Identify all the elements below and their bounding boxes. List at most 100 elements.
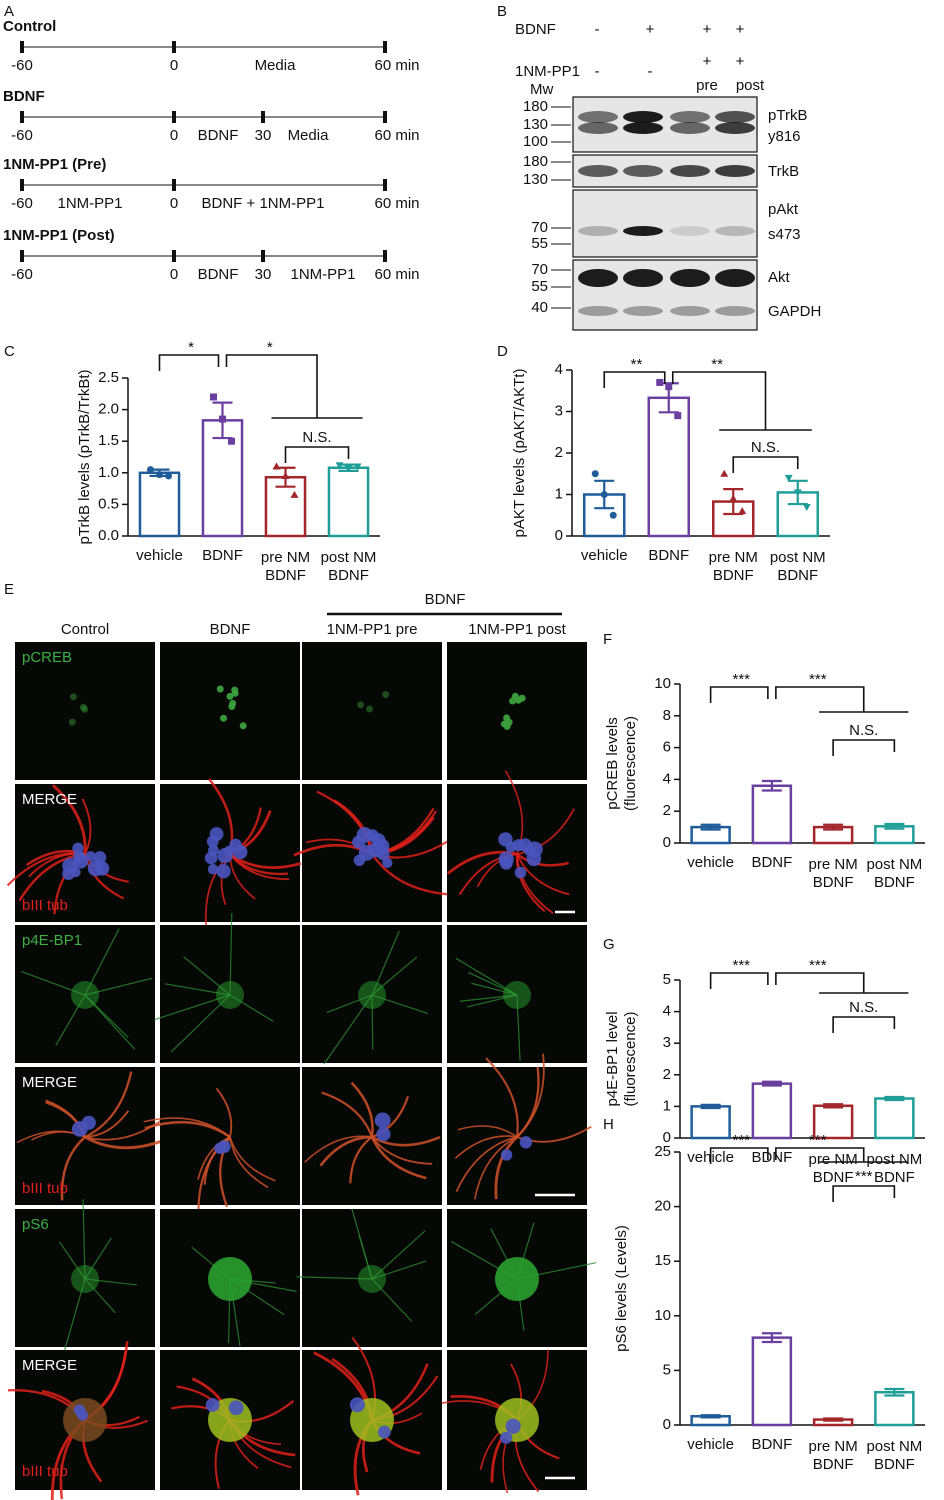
nucleus-signal xyxy=(514,696,522,704)
error-bar xyxy=(823,1417,844,1422)
panel-label: C xyxy=(4,343,15,360)
neurite xyxy=(473,1136,518,1200)
timeline-tick xyxy=(383,250,387,262)
timeline-tick xyxy=(172,250,176,262)
significance-bracket xyxy=(284,446,350,463)
significance-label: *** xyxy=(809,1132,827,1149)
nucleus xyxy=(500,1149,513,1161)
blot-target: Akt xyxy=(768,269,791,286)
micrograph xyxy=(160,642,300,780)
x-tick-label: post NM BDNF xyxy=(866,856,922,891)
nucleus xyxy=(505,841,517,853)
y-tick-label: 0 xyxy=(555,527,563,544)
data-point xyxy=(784,474,793,482)
neurite xyxy=(349,1136,373,1184)
significance-label: * xyxy=(188,339,194,356)
blot-band xyxy=(715,111,755,123)
mw-marker: 180 xyxy=(523,153,548,170)
panel-label: G xyxy=(603,936,615,953)
blot-band xyxy=(715,269,755,287)
neurite xyxy=(215,1087,233,1138)
significance-label: N.S. xyxy=(849,722,878,739)
error-bar xyxy=(761,779,782,792)
y-tick-label: 4 xyxy=(663,770,671,787)
timeline-label: 30 xyxy=(255,266,272,283)
nucleus xyxy=(514,866,527,879)
timeline-label: 30 xyxy=(255,127,272,144)
significance-bracket xyxy=(832,739,896,756)
x-tick-label: BDNF xyxy=(202,547,243,564)
nucleus xyxy=(368,842,384,858)
nucleus xyxy=(526,851,542,867)
y-tick-label: 15 xyxy=(654,1252,671,1269)
neurite xyxy=(350,1081,374,1138)
nucleus-signal xyxy=(79,703,87,711)
blot-band xyxy=(623,226,663,236)
nucleus xyxy=(85,851,96,862)
neurite xyxy=(84,1115,168,1141)
blot-band xyxy=(578,226,618,236)
timeline-tick xyxy=(261,250,265,262)
timeline-label: -60 xyxy=(11,266,33,283)
blot-target: y816 xyxy=(768,128,801,145)
y-tick-label: 25 xyxy=(654,1143,671,1160)
nucleus-signal xyxy=(357,701,365,709)
neurite xyxy=(60,1136,86,1201)
nucleus-signal xyxy=(382,691,390,699)
significance-label: N.S. xyxy=(302,429,331,446)
timeline-label: 60 min xyxy=(374,266,419,283)
soma xyxy=(358,981,386,1009)
data-point xyxy=(210,393,217,401)
nucleus xyxy=(366,829,379,842)
nucleus-signal xyxy=(220,714,228,722)
neurite xyxy=(457,1125,518,1138)
timeline-label: -60 xyxy=(11,57,33,74)
significance-label: N.S. xyxy=(751,439,780,456)
condition-sign: + xyxy=(736,53,745,70)
blot-band xyxy=(715,165,755,177)
blot-membrane xyxy=(572,189,758,258)
mw-marker: 70 xyxy=(531,219,548,236)
x-tick-label: vehicle xyxy=(687,1436,734,1453)
x-tick-label: BDNF xyxy=(751,1149,792,1166)
significance-bracket xyxy=(732,456,799,473)
error-bar xyxy=(700,823,721,831)
nucleus xyxy=(382,857,393,869)
counterstain-label: bIII tub xyxy=(22,1463,68,1480)
mw-marker: 100 xyxy=(523,133,548,150)
nucleus-signal xyxy=(509,697,517,705)
error-bar xyxy=(884,1095,905,1102)
y-tick-label: 3 xyxy=(663,1034,671,1051)
nucleus-signal xyxy=(216,685,224,693)
blot-band xyxy=(623,306,663,316)
blot-target: pAkt xyxy=(768,201,799,218)
neurite xyxy=(371,1135,441,1147)
significance-label: *** xyxy=(732,957,750,974)
soma xyxy=(71,1265,99,1293)
bar xyxy=(690,1105,731,1140)
neurite xyxy=(144,1120,231,1139)
x-tick-label: post NM BDNF xyxy=(866,1438,922,1473)
significance-bracket xyxy=(709,686,769,703)
timeline-tick xyxy=(20,250,24,262)
blot-band xyxy=(623,111,663,123)
error-bar xyxy=(787,479,808,506)
neurite xyxy=(84,1071,133,1139)
nucleus-signal xyxy=(366,705,374,713)
significance-label: *** xyxy=(809,957,827,974)
nucleus xyxy=(353,854,366,867)
significance-label: *** xyxy=(855,1168,873,1185)
nucleus xyxy=(228,1400,244,1416)
neurite xyxy=(229,853,290,881)
condition-sign: + xyxy=(736,21,745,38)
nucleus-signal xyxy=(505,718,513,726)
error-bar xyxy=(594,479,615,510)
y-axis-label: pS6 levels (Levels) xyxy=(613,1225,630,1352)
neurite xyxy=(370,1136,427,1180)
nucleus xyxy=(229,838,242,851)
nucleus-signal xyxy=(81,705,89,713)
micrograph xyxy=(447,642,587,780)
panel-label: A xyxy=(4,3,14,20)
y-tick-label: 0 xyxy=(663,1129,671,1146)
x-tick-label: pre NM BDNF xyxy=(261,549,310,584)
